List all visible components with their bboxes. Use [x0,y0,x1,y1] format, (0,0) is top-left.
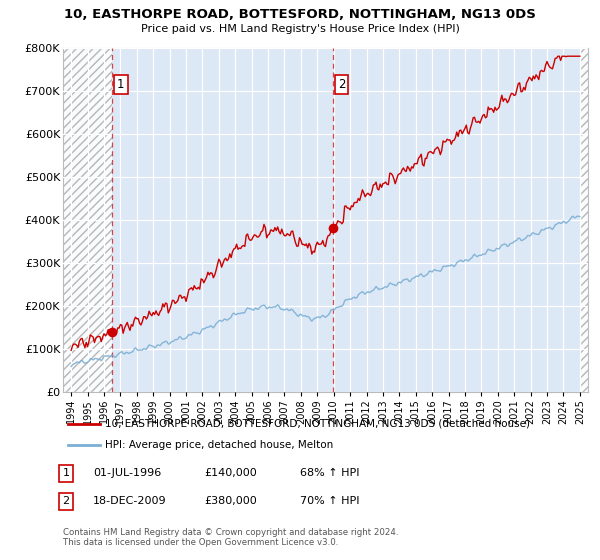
Text: 10, EASTHORPE ROAD, BOTTESFORD, NOTTINGHAM, NG13 0DS: 10, EASTHORPE ROAD, BOTTESFORD, NOTTINGH… [64,8,536,21]
Text: Price paid vs. HM Land Registry's House Price Index (HPI): Price paid vs. HM Land Registry's House … [140,24,460,34]
Bar [63,48,112,392]
Text: 68% ↑ HPI: 68% ↑ HPI [300,468,359,478]
Text: 18-DEC-2009: 18-DEC-2009 [93,496,167,506]
Text: 1: 1 [62,468,70,478]
Text: 70% ↑ HPI: 70% ↑ HPI [300,496,359,506]
Text: £380,000: £380,000 [204,496,257,506]
Text: 2: 2 [62,496,70,506]
Text: 1: 1 [117,78,125,91]
Bar [580,48,588,392]
Text: £140,000: £140,000 [204,468,257,478]
Text: Contains HM Land Registry data © Crown copyright and database right 2024.
This d: Contains HM Land Registry data © Crown c… [63,528,398,547]
Text: 01-JUL-1996: 01-JUL-1996 [93,468,161,478]
Text: 2: 2 [338,78,346,91]
Text: HPI: Average price, detached house, Melton: HPI: Average price, detached house, Melt… [105,440,333,450]
Text: 10, EASTHORPE ROAD, BOTTESFORD, NOTTINGHAM, NG13 0DS (detached house): 10, EASTHORPE ROAD, BOTTESFORD, NOTTINGH… [105,419,530,428]
